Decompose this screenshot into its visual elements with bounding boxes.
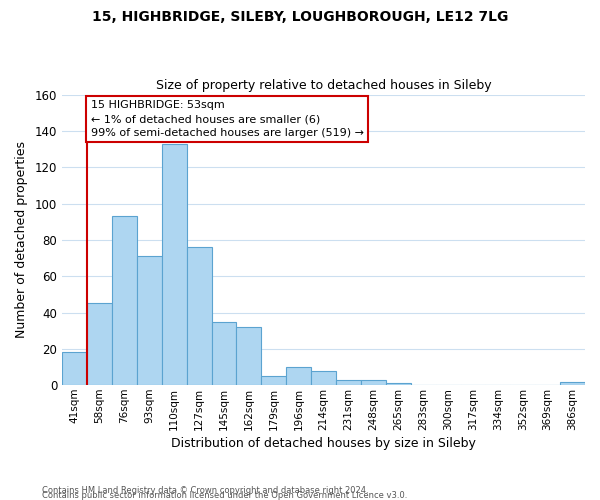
Text: Contains HM Land Registry data © Crown copyright and database right 2024.: Contains HM Land Registry data © Crown c… (42, 486, 368, 495)
Bar (162, 144, 187, 385)
Bar (336, 380, 361, 385)
Bar (112, 216, 137, 385)
Text: 15 HIGHBRIDGE: 53sqm
← 1% of detached houses are smaller (6)
99% of semi-detache: 15 HIGHBRIDGE: 53sqm ← 1% of detached ho… (91, 100, 364, 138)
Bar (236, 327, 262, 385)
Bar (262, 376, 286, 385)
Bar (62, 352, 87, 385)
Bar (137, 256, 162, 385)
Bar (311, 370, 336, 385)
Bar (212, 322, 236, 385)
X-axis label: Distribution of detached houses by size in Sileby: Distribution of detached houses by size … (171, 437, 476, 450)
Text: Contains public sector information licensed under the Open Government Licence v3: Contains public sector information licen… (42, 491, 407, 500)
Title: Size of property relative to detached houses in Sileby: Size of property relative to detached ho… (156, 79, 491, 92)
Text: 15, HIGHBRIDGE, SILEBY, LOUGHBOROUGH, LE12 7LG: 15, HIGHBRIDGE, SILEBY, LOUGHBOROUGH, LE… (92, 10, 508, 24)
Y-axis label: Number of detached properties: Number of detached properties (15, 142, 28, 338)
Bar (87, 304, 112, 385)
Bar (560, 382, 585, 385)
Bar (286, 367, 311, 385)
Bar (187, 247, 212, 385)
Bar (361, 380, 386, 385)
Bar (386, 384, 411, 385)
